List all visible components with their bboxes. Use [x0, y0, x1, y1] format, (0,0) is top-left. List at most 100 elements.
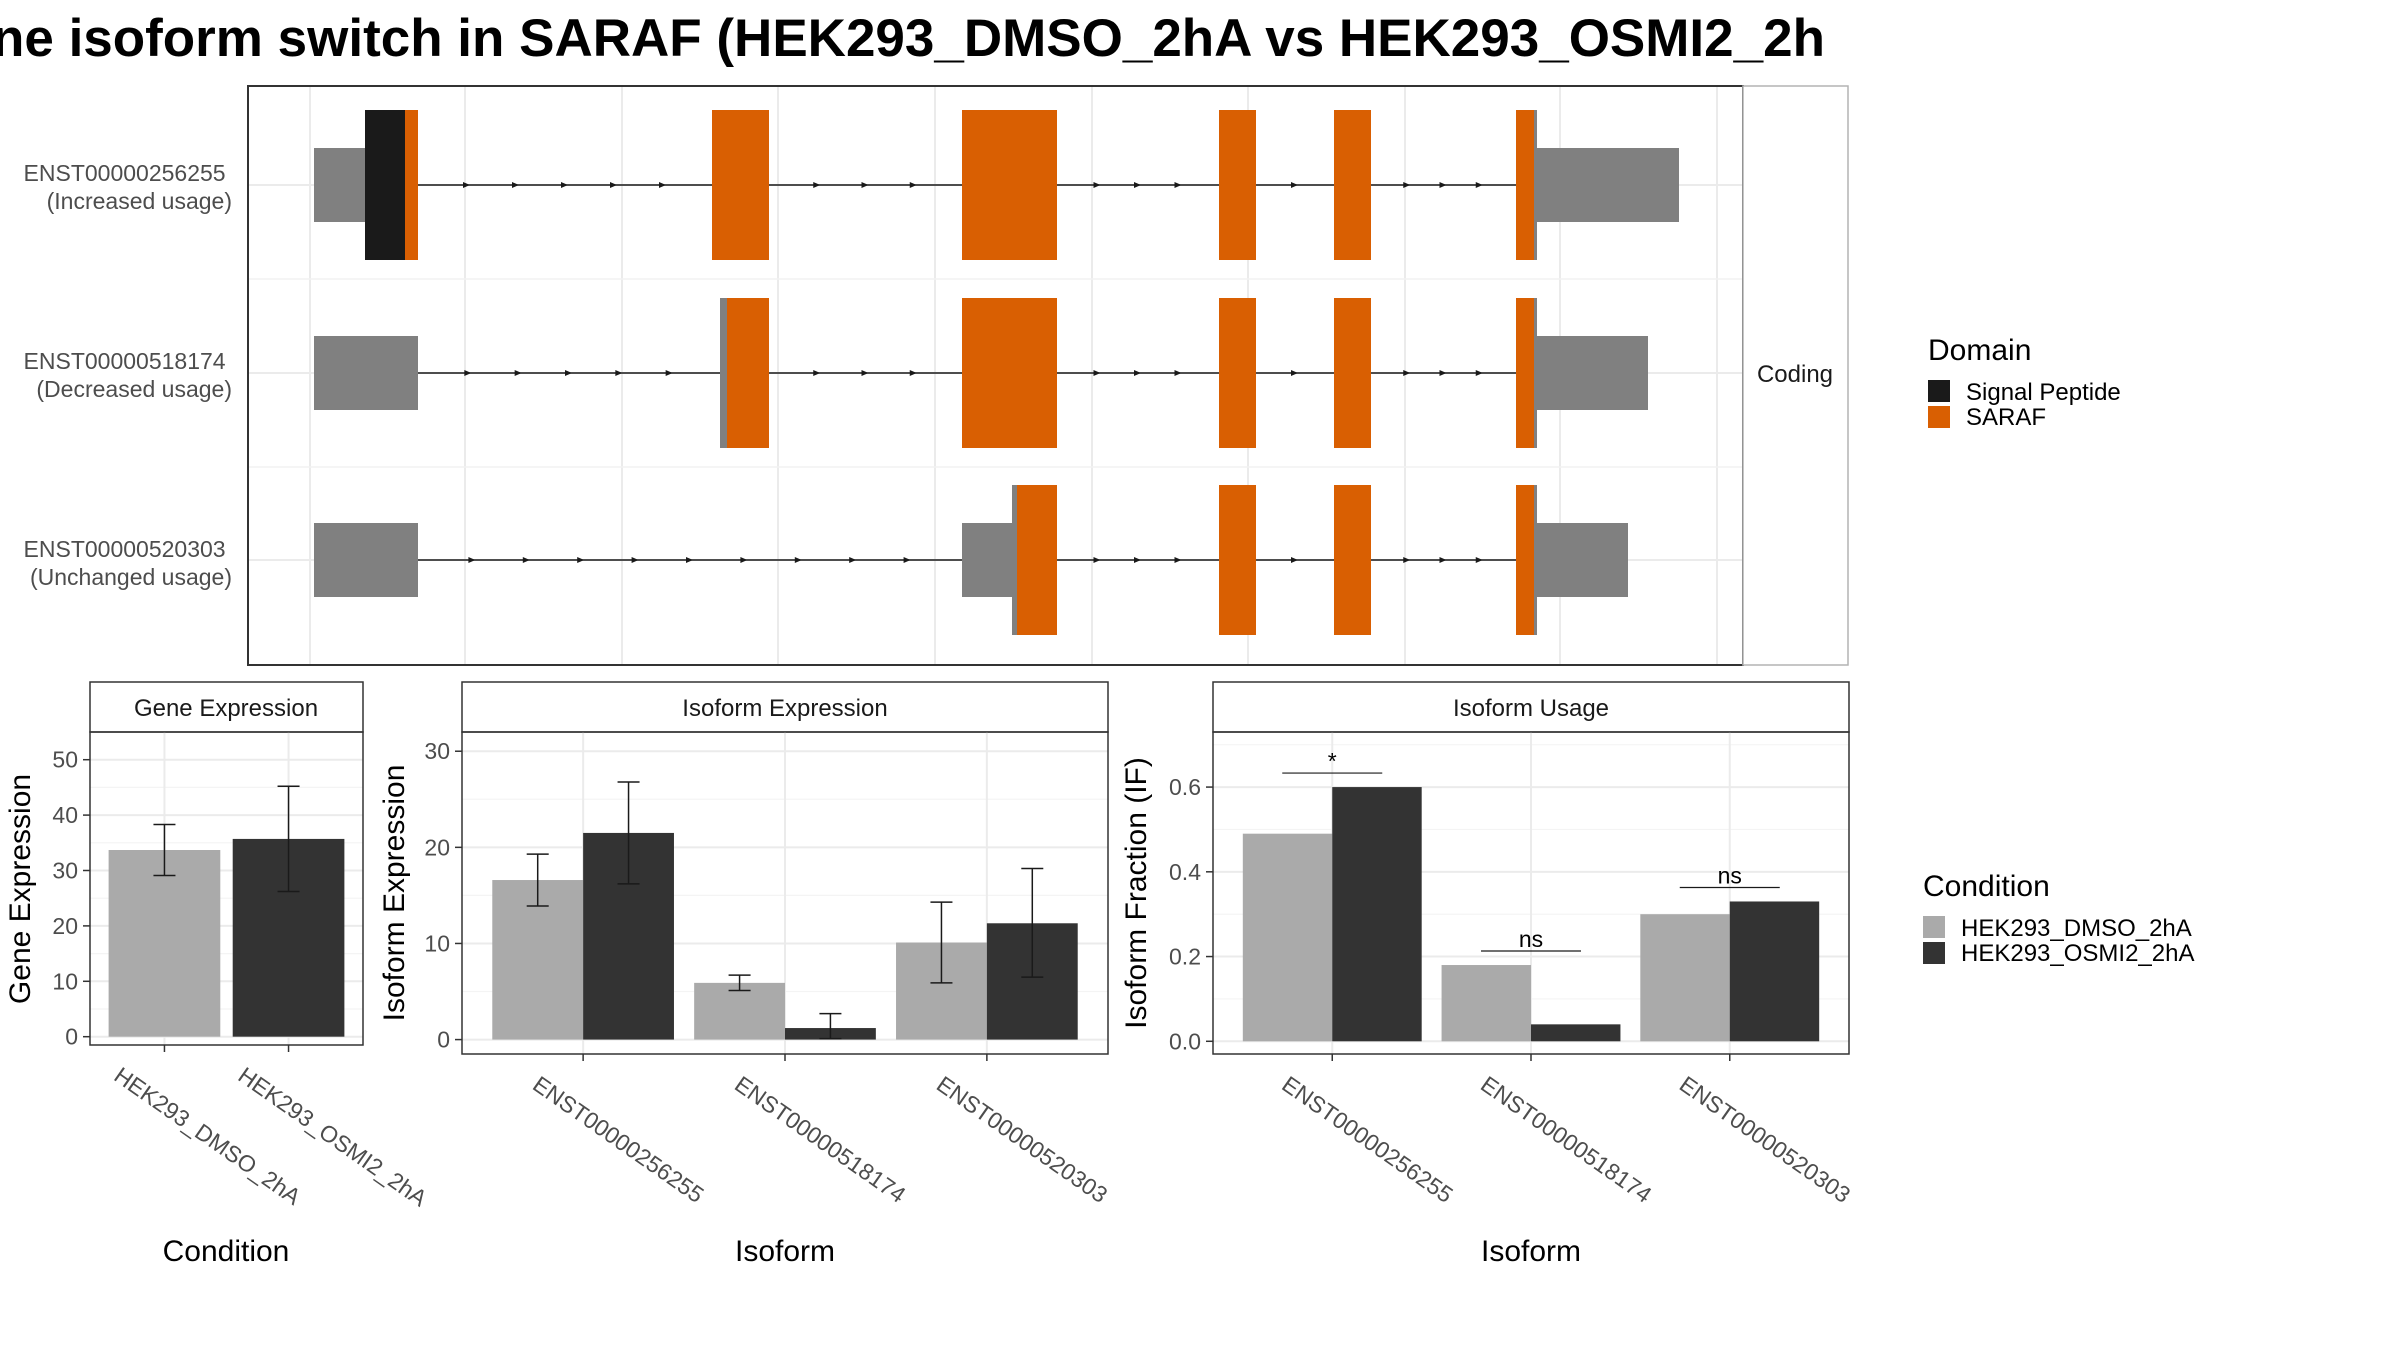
x-axis-title: Isoform [1481, 1235, 1581, 1268]
bar [1242, 833, 1333, 1042]
y-tick-label: 30 [424, 738, 450, 764]
intron-direction-arrow [1403, 557, 1411, 563]
utr-exon [1537, 336, 1648, 410]
panel-strip [89, 681, 364, 733]
y-tick-label: 0.6 [1169, 774, 1201, 800]
structure-tracks [314, 110, 1679, 635]
saraf-legend-key [1928, 406, 1950, 428]
intron-direction-arrow [1291, 370, 1298, 376]
isoform-usage-plot: 0.0 0.2 0.4 0.6 ENST00000256255 * ENST00000518… [1169, 732, 1855, 1208]
intron-direction-arrow [1439, 182, 1447, 188]
intron-direction-arrow [514, 370, 522, 376]
y-tick-label: 0 [437, 1027, 450, 1053]
intron-direction-arrow [522, 557, 530, 563]
y-axis-title: Isoform Expression [378, 765, 411, 1022]
y-tick-label: 0 [65, 1024, 78, 1050]
bar [1640, 914, 1730, 1042]
isoform-expression-panel: Isoform Expression 0 10 20 30 ENST0000025625… [378, 681, 1112, 1268]
transcript-usage-note: (Decreased usage) [36, 376, 232, 402]
saraf-domain [1219, 110, 1256, 260]
dmso-legend-key [1923, 916, 1945, 938]
intron-direction-arrow [813, 182, 821, 188]
gene-expression-panel: Gene Expression 01020304050HEK293_DMSO_2… [4, 681, 432, 1268]
coding-exon-edge [1534, 485, 1537, 635]
transcript-usage-note: (Increased usage) [47, 188, 232, 214]
saraf-domain [1516, 110, 1534, 260]
x-axis-title: Isoform [735, 1235, 835, 1268]
osmi2-legend-key [1923, 942, 1945, 964]
transcript-id: ENST00000520303 [24, 536, 226, 562]
saraf-domain [1334, 485, 1371, 635]
intron-direction-arrow [1174, 370, 1182, 376]
facet-strip [1742, 85, 1849, 666]
y-tick-label: 10 [424, 930, 450, 956]
utr-exon [1537, 523, 1628, 597]
signal-peptide-domain [365, 110, 405, 260]
x-tick-label: ENST00000256255 [528, 1071, 708, 1208]
condition-legend-title: Condition [1923, 870, 2050, 903]
significance-label: * [1328, 748, 1337, 774]
saraf-domain [1219, 298, 1256, 448]
utr-exon [1537, 148, 1679, 222]
y-axis-title: Isoform Fraction (IF) [1120, 757, 1153, 1029]
saraf-domain [1516, 298, 1534, 448]
condition-legend: Condition HEK293_DMSO_2hA HEK293_OSMI2_2… [1923, 870, 2194, 967]
utr-exon [962, 523, 1012, 597]
intron-direction-arrow [740, 557, 748, 563]
saraf-domain [405, 110, 418, 260]
x-tick-label: ENST00000520303 [932, 1071, 1112, 1208]
y-tick-label: 10 [52, 968, 78, 994]
transcript-id: ENST00000256255 [24, 160, 226, 186]
y-tick-label: 0.4 [1169, 859, 1201, 885]
intron-direction-arrow [665, 370, 673, 376]
y-tick-label: 30 [52, 857, 78, 883]
panel-strip [461, 681, 1109, 733]
panel-title: Isoform Usage [1453, 695, 1609, 722]
intron-direction-arrow [849, 557, 857, 563]
domain-legend: Domain Signal Peptide SARAF [1928, 334, 2121, 431]
saraf-domain [962, 110, 1057, 260]
intron-direction-arrow [561, 182, 568, 188]
gene-expression-plot: 01020304050HEK293_DMSO_2hAHEK293_OSMI2_2… [52, 732, 432, 1212]
signal-peptide-legend-key [1928, 380, 1950, 402]
intron-direction-arrow [1439, 557, 1447, 563]
bar [1441, 965, 1531, 1042]
isoform-expression-plot: 0 10 20 30 ENST00000256255 ENST00000518174 ENS… [424, 732, 1112, 1208]
signal-peptide-legend-label: Signal Peptide [1966, 379, 2121, 406]
saraf-legend-label: SARAF [1966, 404, 2046, 431]
utr-exon [314, 336, 418, 410]
saraf-domain [1219, 485, 1256, 635]
panel-border [89, 731, 364, 1046]
bar [1729, 901, 1820, 1042]
osmi2-legend-label: HEK293_OSMI2_2hA [1961, 940, 2194, 967]
intron-direction-arrow [1174, 182, 1182, 188]
x-tick-label: ENST00000520303 [1675, 1071, 1855, 1208]
x-tick-label: ENST00000518174 [730, 1071, 911, 1208]
domain-legend-title: Domain [1928, 334, 2031, 367]
intron-direction-arrow [903, 557, 911, 563]
intron-direction-arrow [686, 557, 693, 563]
x-axis-title: Condition [163, 1235, 290, 1268]
transcript-label-520303: ENST00000520303 (Unchanged usage) [24, 536, 232, 590]
panel-title: Gene Expression [134, 695, 318, 722]
intron-direction-arrow [610, 182, 617, 188]
intron-direction-arrow [1475, 370, 1483, 376]
transcript-structure-panel: Coding ENST00000256255 (Increased usage)… [24, 85, 1849, 666]
panel-border [1212, 731, 1850, 1055]
bar [108, 849, 221, 1037]
intron-direction-arrow [861, 370, 869, 376]
bar [694, 982, 785, 1040]
isoform-usage-panel: Isoform Usage 0.0 0.2 0.4 0.6 ENST0000025625… [1120, 681, 1855, 1268]
y-tick-label: 0.0 [1169, 1028, 1201, 1054]
intron-direction-arrow [659, 182, 666, 188]
intron-direction-arrow [1403, 182, 1411, 188]
intron-direction-arrow [1093, 370, 1101, 376]
saraf-domain [712, 110, 769, 260]
intron-direction-arrow [1403, 370, 1411, 376]
intron-direction-arrow [565, 370, 572, 376]
coding-exon-edge [1534, 110, 1537, 260]
intron-direction-arrow [794, 557, 802, 563]
y-axis-title: Gene Expression [4, 774, 37, 1004]
x-tick-label: ENST00000518174 [1476, 1071, 1657, 1208]
intron-direction-arrow [1134, 370, 1141, 376]
